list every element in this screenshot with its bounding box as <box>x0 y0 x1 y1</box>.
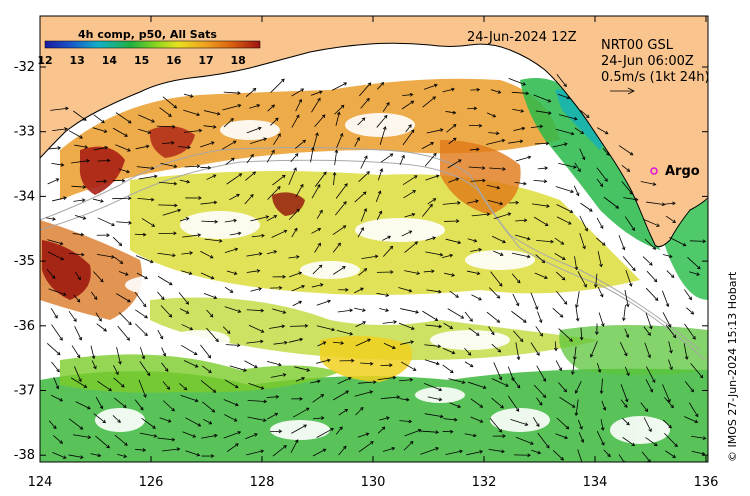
land-australia <box>40 16 708 248</box>
lon-tick-label: 136 <box>694 475 719 490</box>
sst-green-se-band <box>559 325 708 375</box>
no-data-gaps <box>95 113 670 444</box>
colorbar: 4h comp, p50, All Sats 12 13 14 15 16 17 18 <box>37 28 261 67</box>
colorbar-tick-label: 16 <box>166 54 182 67</box>
argo-float[interactable]: Argo <box>650 164 700 179</box>
lat-tick-label: -33 <box>14 125 35 140</box>
bathymetry-contours <box>40 147 706 361</box>
sst-coastal-green <box>520 78 660 250</box>
colorbar-tick-label: 13 <box>70 54 85 67</box>
argo-label: Argo <box>665 164 700 179</box>
colorbar-tick-label: 12 <box>37 54 52 67</box>
lon-tick-label: 126 <box>139 475 164 490</box>
lat-tick-label: -32 <box>14 60 35 75</box>
lon-tick-label: 124 <box>28 475 53 490</box>
timestamp-label: 24-Jun-2024 12Z <box>467 30 577 45</box>
lon-tick-label: 132 <box>472 475 497 490</box>
colorbar-tick-label: 17 <box>198 54 213 67</box>
sst-orange-north <box>60 78 560 200</box>
lon-tick-label: 134 <box>583 475 608 490</box>
current-scale-arrowhead <box>627 87 635 95</box>
current-vectors <box>46 73 707 462</box>
lat-tick-label: -36 <box>14 319 35 334</box>
colorbar-tick-label: 14 <box>102 54 118 67</box>
current-legend-line1: NRT00 GSL <box>601 38 674 53</box>
colorbar-title: 4h comp, p50, All Sats <box>78 28 217 41</box>
lat-tick-label: -35 <box>14 254 35 269</box>
current-legend: NRT00 GSL 24-Jun 06:00Z 0.5m/s (1kt 24h) <box>601 38 710 95</box>
lon-tick-label: 130 <box>361 475 386 490</box>
colorbar-tick-label: 18 <box>231 54 246 67</box>
plot-frame <box>39 15 709 463</box>
lat-tick-label: -37 <box>14 384 35 399</box>
current-legend-line2: 24-Jun 06:00Z <box>601 54 694 69</box>
colorbar-tick-label: 15 <box>134 54 149 67</box>
current-legend-line3: 0.5m/s (1kt 24h) <box>601 70 710 85</box>
sst-green-south-2 <box>60 354 340 393</box>
lat-axis: -32 -33 -34 -35 -36 -37 -38 <box>14 60 708 463</box>
lat-tick-label: -38 <box>14 448 35 463</box>
argo-marker-icon[interactable] <box>650 167 658 175</box>
sst-red-nw <box>79 146 125 195</box>
lon-axis: 124 126 128 130 132 134 136 <box>28 16 719 490</box>
lon-tick-label: 128 <box>250 475 275 490</box>
imos-credit: © IMOS 27-Jun-2024 15:13 Hobart <box>726 271 739 462</box>
sst-yellow-blob <box>320 336 412 382</box>
sst-orange-east <box>440 140 521 215</box>
colorbar-bar <box>44 40 261 49</box>
lat-tick-label: -34 <box>14 189 35 204</box>
